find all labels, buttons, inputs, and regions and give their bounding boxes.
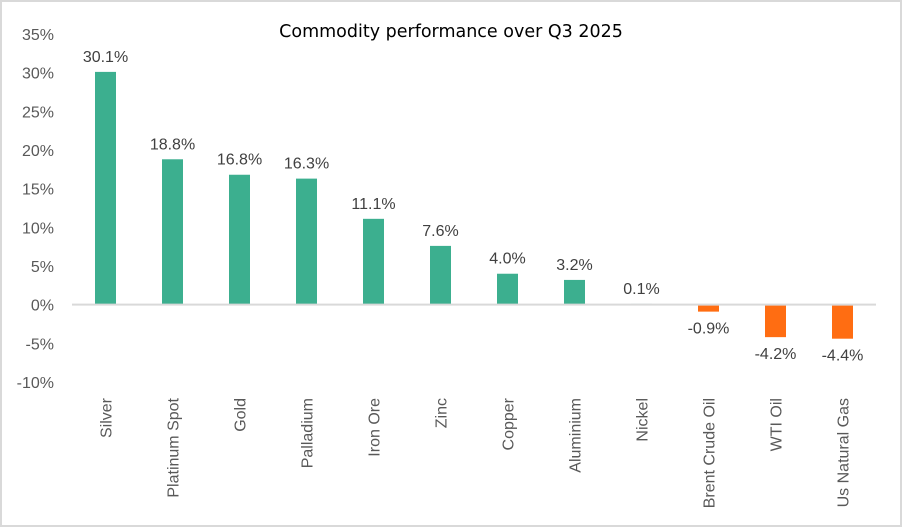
y-tick-label: 25% bbox=[22, 104, 54, 121]
x-tick-label: Gold bbox=[233, 398, 250, 432]
data-label: 18.8% bbox=[150, 136, 195, 153]
data-label: -0.9% bbox=[688, 321, 730, 338]
data-label: 7.6% bbox=[422, 223, 458, 240]
x-tick-label: Iron Ore bbox=[367, 398, 384, 457]
x-tick-label: Copper bbox=[501, 397, 518, 450]
bar-copper bbox=[497, 273, 518, 305]
data-label: 3.2% bbox=[556, 257, 592, 274]
x-tick-label: Us Natural Gas bbox=[836, 398, 853, 507]
y-tick-label: 35% bbox=[22, 27, 54, 44]
data-label: 0.1% bbox=[623, 281, 659, 298]
x-tick-label: Silver bbox=[99, 397, 116, 438]
bars bbox=[95, 71, 853, 339]
y-tick-label: 30% bbox=[22, 66, 54, 83]
y-tick-label: 10% bbox=[22, 220, 54, 237]
x-axis: Silver Platinum Spot Gold Palladium Iron Ore… bbox=[99, 397, 853, 508]
y-tick-label: -5% bbox=[26, 336, 54, 353]
chart-title: Commodity performance over Q3 2025 bbox=[279, 22, 623, 42]
x-tick-label: Brent Crude Oil bbox=[702, 398, 719, 508]
bar-brent-crude-oil bbox=[698, 304, 719, 312]
bar-palladium bbox=[296, 178, 317, 305]
y-axis: 35% 30% 25% 20% 15% 10% 5% 0% -5% -10% bbox=[17, 27, 54, 392]
bar-iron-ore bbox=[363, 218, 384, 305]
y-tick-label: 0% bbox=[31, 298, 54, 315]
data-labels: 30.1% 18.8% 16.8% 16.3% 11.1% 7.6% 4.0% 3.2% 0.1… bbox=[83, 49, 864, 365]
bar-platinum-spot bbox=[162, 159, 183, 305]
data-label: -4.4% bbox=[822, 348, 864, 365]
x-tick-label: Platinum Spot bbox=[166, 397, 183, 497]
data-label: 11.1% bbox=[351, 196, 395, 213]
x-tick-label: Nickel bbox=[635, 398, 652, 442]
data-label: 30.1% bbox=[83, 49, 128, 66]
y-tick-label: 5% bbox=[31, 259, 54, 276]
bar-gold bbox=[229, 174, 250, 305]
data-label: 16.8% bbox=[217, 152, 262, 169]
data-label: 16.3% bbox=[284, 156, 329, 173]
y-tick-label: -10% bbox=[17, 375, 54, 392]
data-label: 4.0% bbox=[489, 251, 525, 268]
x-tick-label: WTI Oil bbox=[769, 398, 786, 451]
y-tick-label: 15% bbox=[22, 182, 54, 199]
x-tick-label: Zinc bbox=[434, 398, 451, 428]
bar-aluminium bbox=[564, 279, 585, 305]
x-tick-label: Aluminium bbox=[568, 398, 585, 473]
y-tick-label: 20% bbox=[22, 143, 54, 160]
bar-silver bbox=[95, 71, 116, 305]
x-tick-label: Palladium bbox=[300, 398, 317, 468]
bar-wti-oil bbox=[765, 304, 786, 338]
bar-us-natural-gas bbox=[832, 304, 853, 339]
bar-zinc bbox=[430, 245, 451, 305]
data-label: -4.2% bbox=[755, 346, 797, 363]
